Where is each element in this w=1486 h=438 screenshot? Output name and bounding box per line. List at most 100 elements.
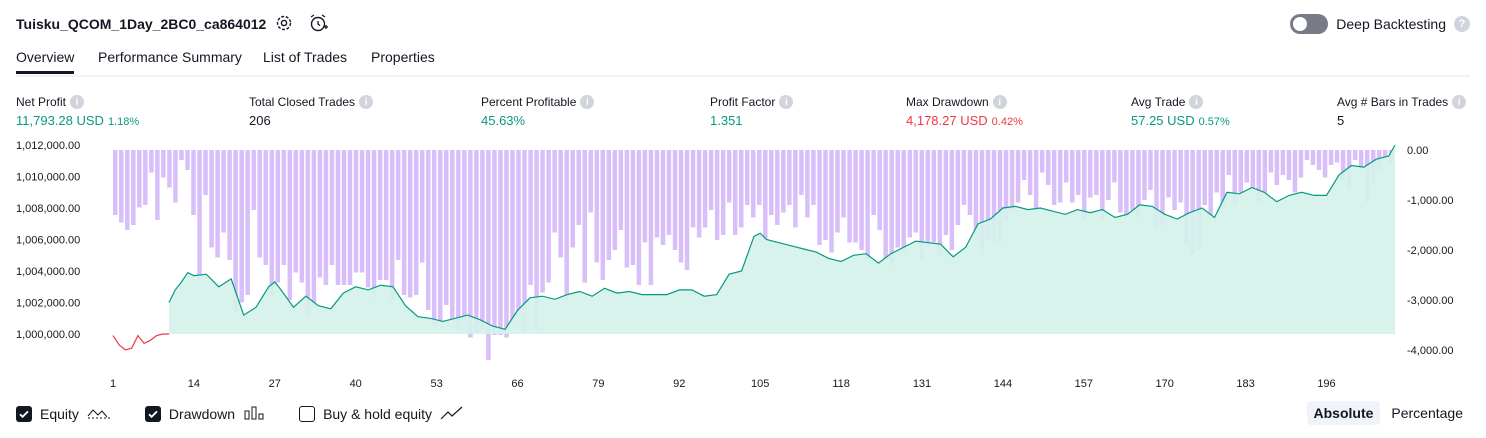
x-axis-tick-label: 131 [913,378,931,390]
drawdown-bar [606,150,612,260]
drawdown-bar [1352,150,1358,160]
stat-label: Avg # Bars in Trades [1337,95,1449,109]
deep-backtesting-toggle[interactable] [1290,14,1329,34]
left-axis-tick-label: 1,004,000.00 [16,266,80,278]
drawdown-bar [1382,150,1388,160]
drawdown-bar [299,150,305,283]
info-icon[interactable]: i [359,95,374,109]
legend-equity[interactable]: Equity [16,405,111,424]
equity-line-icon [87,405,111,424]
drawdown-bar [648,150,654,285]
legend-buy-hold[interactable]: Buy & hold equity [299,405,464,424]
drawdown-bar [1057,150,1063,203]
strategy-title: Tuisku_QCOM_1Day_2BC0_ca864012 [16,16,267,32]
deep-backtesting-control: Deep Backtesting ? [1290,12,1470,36]
stat-max-drawdown: Max Drawdown i 4,178.27 USD 0.42% [906,94,1023,128]
drawdown-checkbox[interactable] [144,406,161,422]
percentage-button[interactable]: Percentage [1391,405,1463,421]
drawdown-bar [708,150,714,210]
drawdown-bar [1063,150,1069,183]
info-icon[interactable]: i [580,95,595,109]
drawdown-bar [684,150,690,270]
legend-label: Equity [40,406,79,422]
drawdown-bar [335,150,341,285]
drawdown-bar [841,150,846,218]
drawdown-bar [726,150,732,203]
left-axis-tick-label: 1,008,000.00 [16,203,80,215]
drawdown-bar [817,150,822,245]
drawdown-bar [395,150,401,260]
equity-checkbox[interactable] [16,406,32,422]
stat-value: 57.25 USD [1131,113,1195,128]
info-icon[interactable]: i [1189,95,1204,109]
drawdown-bar [329,150,335,265]
drawdown-bar [1286,150,1292,180]
tab-overview[interactable]: Overview [16,49,75,74]
left-axis-tick-label: 1,010,000.00 [16,172,80,184]
tab-performance-summary[interactable]: Performance Summary [98,49,242,65]
drawdown-bar [1021,150,1027,180]
drawdown-bar [618,150,624,230]
chart-legend: Equity Drawdown Buy & hold equity [16,402,498,426]
drawdown-bar [552,150,557,233]
drawdown-bar [1166,150,1171,198]
drawdown-bar [769,150,774,215]
drawdown-bar [654,150,660,238]
drawdown-bar [1009,150,1015,210]
x-axis-tick-label: 1 [110,378,116,390]
legend-label: Drawdown [168,406,236,422]
tab-list-of-trades[interactable]: List of Trades [263,49,348,65]
gear-icon[interactable] [273,12,295,34]
drawdown-bar [1124,150,1129,218]
drawdown-bar [907,150,912,238]
drawdown-bar [672,150,678,250]
x-axis-tick-label: 118 [832,378,850,390]
info-icon[interactable]: i [779,95,794,109]
equity-line [168,144,1396,330]
drawdown-bar [799,150,804,195]
absolute-button[interactable]: Absolute [1306,401,1381,425]
drawdown-bar [221,150,226,233]
stat-avg-bars-in-trades: Avg # Bars in Trades i 5 [1337,94,1467,128]
drawdown-bar [1076,150,1081,195]
drawdown-bar [185,150,190,170]
left-axis-tick-label: 1,012,000.00 [16,140,80,152]
stat-value: 5 [1337,113,1345,128]
stat-label: Total Closed Trades [249,95,356,109]
drawdown-bar [787,150,792,205]
info-icon[interactable]: i [992,95,1007,109]
drawdown-bar [865,150,870,260]
drawdown-bar [341,150,347,285]
drawdown-bar [1051,150,1057,205]
buy-hold-checkbox[interactable] [299,406,316,422]
drawdown-bar [1274,150,1280,185]
drawdown-bar [131,150,136,225]
drawdown-bar [444,150,449,305]
drawdown-bar [829,150,834,253]
drawdown-bar [594,150,600,263]
drawdown-bars [113,150,1394,360]
drawdown-bar [209,150,214,248]
drawdown-bar [1292,150,1298,193]
tab-properties[interactable]: Properties [371,49,435,65]
legend-drawdown[interactable]: Drawdown [144,405,265,424]
drawdown-bar [1262,150,1268,193]
drawdown-bar [425,150,431,310]
drawdown-bar [931,150,937,243]
drawdown-bar [1033,150,1039,210]
add-alert-icon[interactable] [307,12,329,34]
help-icon[interactable]: ? [1454,16,1470,32]
drawdown-bar [702,150,708,228]
info-icon[interactable]: i [70,95,85,109]
drawdown-bar [1130,150,1135,210]
drawdown-bar [456,150,461,330]
right-axis-tick-label: -3,000.00 [1407,295,1453,307]
drawdown-bar [678,150,684,263]
report-tabs: Overview Performance Summary List of Tra… [16,44,1470,77]
legend-label: Buy & hold equity [323,406,433,422]
drawdown-bar [413,150,419,295]
drawdown-bar [871,150,876,215]
drawdown-bar [311,150,317,308]
drawdown-bar [167,150,172,188]
info-icon[interactable]: i [1452,95,1467,109]
